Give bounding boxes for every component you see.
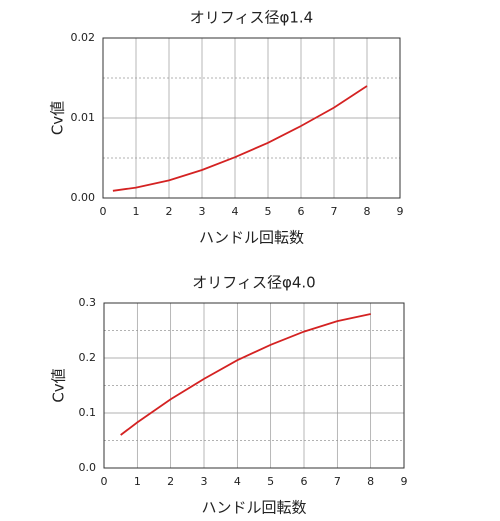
x-axis-label: ハンドル回転数 — [199, 229, 304, 247]
y-axis-label: Cv値 — [49, 101, 67, 135]
x-tick-label: 0 — [100, 205, 107, 218]
x-tick-label: 9 — [401, 475, 408, 488]
x-tick-label: 4 — [234, 475, 241, 488]
x-tick-label: 7 — [331, 205, 338, 218]
x-axis-label: ハンドル回転数 — [201, 499, 306, 517]
x-tick-label: 8 — [364, 205, 371, 218]
data-line — [112, 85, 368, 192]
x-tick-label: 0 — [101, 475, 108, 488]
x-tick-label: 9 — [397, 205, 404, 218]
chart-title: オリフィス径φ1.4 — [190, 9, 313, 27]
chart-title: オリフィス径φ4.0 — [192, 274, 315, 292]
x-tick-label: 3 — [199, 205, 206, 218]
y-tick-label: 0.02 — [71, 31, 96, 44]
y-axis-label: Cv値 — [50, 368, 68, 402]
x-tick-label: 4 — [232, 205, 239, 218]
x-tick-label: 2 — [167, 475, 174, 488]
plot-frame — [103, 302, 405, 469]
y-tick-label: 0.1 — [79, 406, 97, 419]
data-line — [120, 313, 371, 436]
y-tick-label: 0.01 — [71, 111, 96, 124]
x-tick-label: 1 — [134, 475, 141, 488]
x-tick-label: 5 — [267, 475, 274, 488]
x-tick-label: 7 — [334, 475, 341, 488]
x-tick-label: 2 — [166, 205, 173, 218]
x-tick-label: 1 — [133, 205, 140, 218]
x-tick-label: 5 — [265, 205, 272, 218]
y-tick-label: 0.3 — [79, 296, 97, 309]
plot-frame — [102, 37, 401, 199]
y-tick-label: 0.00 — [71, 191, 96, 204]
x-tick-label: 6 — [301, 475, 308, 488]
y-tick-label: 0.0 — [79, 461, 97, 474]
x-tick-label: 6 — [298, 205, 305, 218]
x-tick-label: 8 — [367, 475, 374, 488]
x-tick-label: 3 — [201, 475, 208, 488]
y-tick-label: 0.2 — [79, 351, 97, 364]
